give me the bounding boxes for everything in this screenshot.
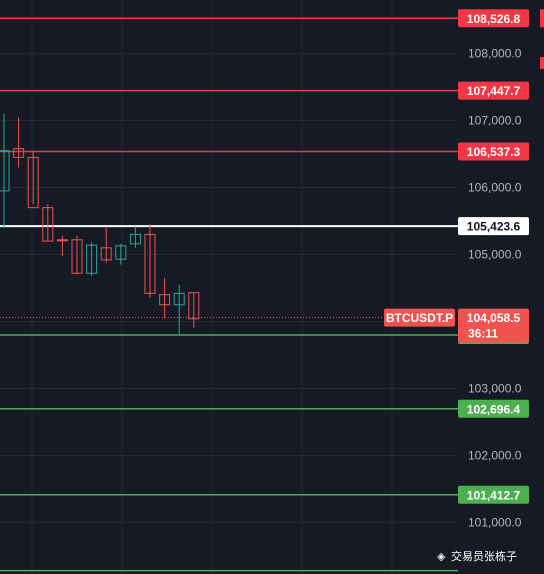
candle[interactable] bbox=[86, 242, 98, 276]
price-tick-label: 102,000.0 bbox=[468, 448, 522, 462]
candle-body bbox=[56, 239, 68, 242]
price-level-tag-label: 108,526.8 bbox=[467, 12, 521, 26]
edge-marker bbox=[540, 57, 544, 69]
candle-body bbox=[27, 156, 39, 209]
candle-body bbox=[71, 239, 83, 274]
candle[interactable] bbox=[159, 277, 171, 319]
last-price-label: 104,058.5 bbox=[467, 311, 521, 325]
price-tick-label: 107,000.0 bbox=[468, 114, 522, 128]
price-level-tag bbox=[458, 485, 529, 504]
candle[interactable] bbox=[173, 284, 185, 335]
grid bbox=[0, 0, 458, 574]
candle[interactable] bbox=[100, 227, 112, 263]
candle[interactable] bbox=[188, 292, 200, 328]
symbol-tag bbox=[384, 308, 455, 327]
price-level-tag-label: 106,537.3 bbox=[467, 145, 521, 159]
candle-body bbox=[144, 233, 156, 294]
symbol-tag-label: BTCUSDT.P bbox=[386, 311, 453, 325]
candle[interactable] bbox=[13, 117, 25, 168]
price-level-tag bbox=[458, 399, 529, 418]
price-tick-label: 101,000.0 bbox=[468, 515, 522, 529]
candle-body bbox=[42, 207, 54, 242]
watermark-icon: ◈ bbox=[437, 551, 446, 563]
price-tick-label: 105,000.0 bbox=[468, 248, 522, 262]
level-tags: 108,526.8 107,447.7 106,537.3 105,423.6 103,… bbox=[384, 9, 544, 504]
price-tick-label: 108,000.0 bbox=[468, 47, 522, 61]
countdown-label: 36:11 bbox=[468, 327, 498, 341]
price-tick-label: 106,000.0 bbox=[468, 181, 522, 195]
candle[interactable] bbox=[0, 113, 10, 228]
last-price-tag bbox=[458, 308, 529, 343]
price-level-tag bbox=[458, 142, 529, 161]
candle-body bbox=[100, 247, 112, 261]
candle[interactable] bbox=[129, 226, 141, 248]
horizontal-levels bbox=[0, 17, 458, 572]
candle-body bbox=[159, 294, 171, 306]
candle-body bbox=[129, 233, 141, 245]
watermark: ◈ 交易员张栋子 bbox=[437, 549, 517, 563]
price-axis: 108,000.0 107,000.0 106,000.0 105,000.0 103,… bbox=[468, 47, 522, 530]
price-level-tag-label: 105,423.6 bbox=[467, 220, 521, 234]
price-level-tag-label: 107,447.7 bbox=[467, 84, 521, 98]
candle-body bbox=[188, 292, 200, 320]
candle[interactable] bbox=[27, 150, 39, 209]
price-level-tag-label: 102,696.4 bbox=[467, 402, 521, 416]
candles bbox=[0, 113, 200, 335]
candle[interactable] bbox=[42, 204, 54, 242]
candle-body bbox=[0, 150, 10, 192]
edge-marker bbox=[540, 9, 544, 28]
price-level-tag bbox=[458, 9, 529, 28]
price-level-tag bbox=[458, 81, 529, 100]
candle[interactable] bbox=[144, 224, 156, 299]
candle-body bbox=[115, 245, 127, 260]
candle[interactable] bbox=[56, 235, 68, 256]
price-tick-label: 103,000.0 bbox=[468, 381, 522, 395]
candle[interactable] bbox=[115, 243, 127, 265]
price-level-tag-label: 101,412.7 bbox=[467, 488, 521, 502]
candle-body bbox=[173, 292, 185, 306]
candle-body bbox=[86, 244, 98, 274]
candle[interactable] bbox=[71, 235, 83, 275]
price-level-tag bbox=[458, 217, 529, 236]
watermark-text: 交易员张栋子 bbox=[451, 549, 517, 563]
candle-body bbox=[13, 148, 25, 158]
